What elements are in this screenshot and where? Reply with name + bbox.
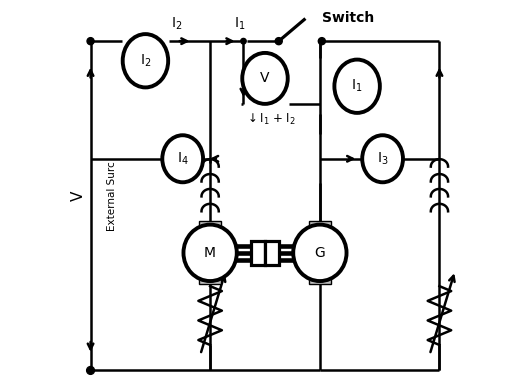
Ellipse shape (362, 135, 403, 182)
Ellipse shape (293, 225, 347, 281)
Text: External Surc: External Surc (107, 161, 117, 231)
Ellipse shape (162, 135, 203, 182)
Ellipse shape (334, 60, 380, 113)
Text: I$_1$: I$_1$ (234, 15, 245, 32)
Bar (251, 241, 265, 265)
Circle shape (319, 38, 325, 45)
Bar (309, 276, 331, 284)
Text: I$_1$: I$_1$ (351, 78, 363, 94)
Bar (199, 276, 221, 284)
Circle shape (87, 38, 94, 45)
Bar (265, 241, 279, 265)
Ellipse shape (183, 225, 237, 281)
Text: V: V (260, 71, 270, 85)
Bar (309, 221, 331, 230)
Text: I$_3$: I$_3$ (377, 151, 388, 167)
Text: I$_4$: I$_4$ (177, 151, 189, 167)
Ellipse shape (242, 53, 288, 104)
Text: Switch: Switch (322, 11, 374, 25)
Circle shape (275, 38, 282, 45)
Ellipse shape (123, 34, 168, 87)
Text: I$_2$: I$_2$ (140, 53, 151, 69)
Text: V: V (72, 191, 86, 201)
Text: G: G (314, 246, 325, 260)
Circle shape (241, 38, 246, 44)
Text: $\downarrow$I$_1$ + I$_2$: $\downarrow$I$_1$ + I$_2$ (245, 112, 296, 127)
Circle shape (86, 367, 94, 374)
Text: I$_2$: I$_2$ (171, 15, 182, 32)
Text: M: M (204, 246, 216, 260)
Bar (199, 221, 221, 230)
